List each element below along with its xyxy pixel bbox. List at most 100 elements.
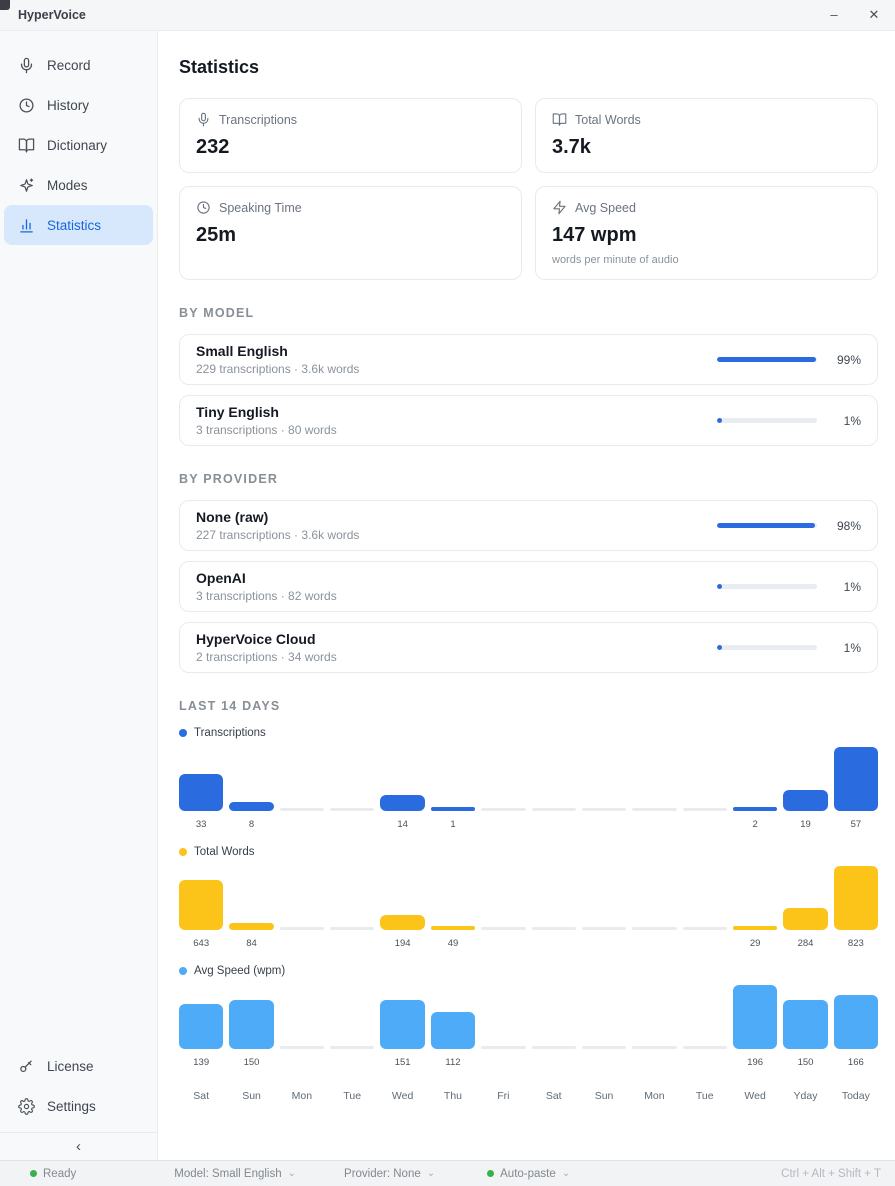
breakdown-detail: 2 transcriptions · 34 words (196, 650, 337, 664)
breakdown-name: HyperVoice Cloud (196, 631, 316, 647)
chart-bar-empty (330, 927, 375, 930)
stat-subtext: words per minute of audio (552, 254, 679, 266)
bar-chart-icon (18, 217, 35, 234)
sidebar-item-dictionary[interactable]: Dictionary (4, 125, 153, 165)
window-controls: – ✕ (825, 6, 883, 24)
breakdown-name: None (raw) (196, 509, 269, 525)
chevron-down-icon: ⌄ (287, 1167, 297, 1179)
chart-legend: Transcriptions (179, 727, 878, 739)
day-label: Tue (695, 1090, 714, 1102)
chart-bar (380, 915, 425, 930)
chart-bar (732, 807, 778, 811)
bar-value: 150 (243, 1057, 260, 1068)
stat-label: Avg Speed (575, 200, 636, 215)
provider-dropdown[interactable]: Provider: None ⌄ (344, 1168, 435, 1180)
bar-value (330, 819, 374, 830)
bar-value: 194 (394, 938, 411, 949)
status-dot-icon (487, 1170, 495, 1177)
bar-value (683, 938, 727, 949)
breakdown-row: OpenAI 3 transcriptions · 82 words 1% (179, 561, 878, 612)
chart-bar (229, 923, 274, 930)
chart-bar (833, 747, 879, 811)
bar-value: 112 (445, 1057, 461, 1068)
chart-block: Transcriptions 33 8 14 1 2 19 57 (179, 727, 879, 830)
day-label: Wed (391, 1090, 414, 1102)
bar-value (582, 1057, 626, 1068)
sidebar-item-label: Dictionary (47, 137, 108, 153)
breakdown-detail: 3 transcriptions · 80 words (196, 423, 337, 437)
sidebar-item-settings[interactable]: Settings (4, 1086, 153, 1126)
sidebar-item-license[interactable]: License (4, 1046, 153, 1086)
breakdown-name: Tiny English (196, 404, 279, 420)
chart-bar (833, 866, 879, 930)
day-label: Yday (793, 1090, 818, 1102)
bar-value (683, 1057, 727, 1068)
status-ready: Ready (30, 1168, 76, 1180)
chart-bar-empty (581, 808, 627, 811)
chart-bar (229, 1000, 274, 1049)
legend-label: Avg Speed (wpm) (194, 965, 286, 977)
chart-bar-empty (279, 808, 325, 811)
breakdown-percent: 1% (843, 579, 861, 594)
microphone-icon (196, 112, 211, 127)
chart-bar (732, 926, 778, 930)
bar-value (330, 938, 374, 949)
stat-label: Total Words (575, 112, 641, 127)
chart-bar (732, 985, 778, 1049)
section-heading-by-model: BY MODEL (179, 306, 255, 320)
breakdown-percent: 98% (836, 518, 861, 533)
bar-value (582, 938, 626, 949)
bar-value (582, 819, 626, 830)
stat-label: Transcriptions (219, 112, 298, 127)
bar-value: 57 (850, 819, 862, 830)
stat-value: 147 wpm (552, 224, 637, 246)
breakdown-detail: 229 transcriptions · 3.6k words (196, 362, 360, 376)
day-label: Mon (291, 1090, 313, 1102)
chevron-down-icon: ⌄ (426, 1167, 436, 1179)
autopaste-dropdown[interactable]: Auto-paste ⌄ (487, 1168, 570, 1180)
sidebar-collapse-button[interactable]: ‹ (0, 1132, 157, 1160)
minimize-button[interactable]: – (830, 7, 838, 22)
chart-bar-empty (330, 1046, 375, 1049)
chart-bar-empty (531, 808, 576, 811)
progress-track (717, 584, 817, 589)
chart-bar-empty (581, 927, 627, 930)
breakdown-percent: 1% (843, 640, 861, 655)
book-icon (18, 137, 35, 154)
bar-value: 1 (450, 819, 456, 830)
section-heading-by-provider: BY PROVIDER (179, 472, 279, 486)
chart-bar-empty (531, 1046, 576, 1049)
breakdown-row: Tiny English 3 transcriptions · 80 words 1… (179, 395, 878, 446)
chart-bar-empty (279, 927, 325, 930)
breakdown-row: HyperVoice Cloud 2 transcriptions · 34 wo… (179, 622, 878, 673)
sidebar-item-statistics[interactable]: Statistics (4, 205, 153, 245)
sidebar-item-label: Record (47, 57, 91, 73)
page-title: Statistics (179, 57, 260, 77)
bar-value: 49 (447, 938, 459, 949)
close-button[interactable]: ✕ (868, 7, 880, 22)
sidebar-item-modes[interactable]: Modes (4, 165, 153, 205)
sidebar-item-history[interactable]: History (4, 85, 153, 125)
window-title: HyperVoice (18, 8, 86, 22)
sparkles-icon (18, 177, 35, 194)
by-provider-list: None (raw) 227 transcriptions · 3.6k word… (179, 500, 878, 673)
chart-bar (430, 1012, 476, 1049)
progress-fill (717, 645, 722, 650)
sidebar-item-label: History (47, 97, 90, 113)
day-label: Today (841, 1090, 870, 1102)
sidebar-item-record[interactable]: Record (4, 45, 153, 85)
chart-bar (783, 908, 828, 930)
sidebar-item-label: Modes (47, 177, 88, 193)
titlebar: HyperVoice – ✕ (0, 0, 895, 31)
bar-value: 29 (749, 938, 761, 949)
main-content: Statistics Transcriptions 232 (158, 31, 895, 1160)
chart-bar (380, 1000, 425, 1049)
model-dropdown[interactable]: Model: Small English ⌄ (174, 1168, 296, 1180)
provider-dropdown-label: Provider: None (344, 1167, 421, 1180)
chart-bar (783, 790, 828, 811)
bar-value (632, 819, 676, 830)
app-icon (0, 0, 10, 10)
bar-value (481, 938, 525, 949)
bar-value (632, 938, 676, 949)
stat-label: Speaking Time (219, 200, 302, 215)
